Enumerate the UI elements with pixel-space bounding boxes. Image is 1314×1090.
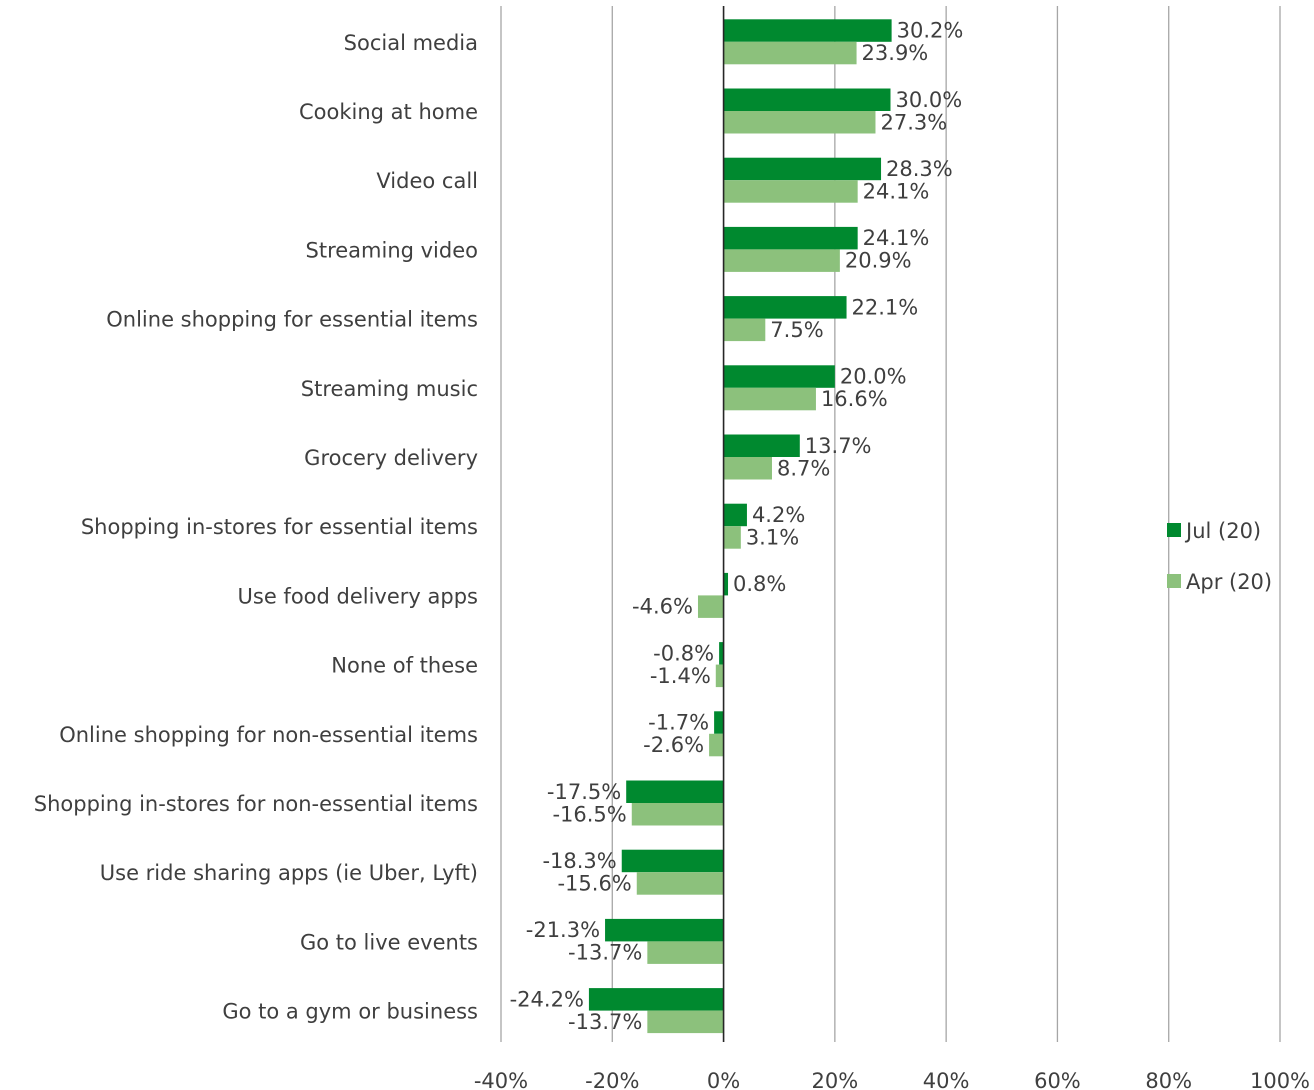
x-tick-label: 100% bbox=[1250, 1069, 1310, 1090]
data-label: -1.4% bbox=[650, 664, 711, 688]
x-tick-label: 20% bbox=[812, 1069, 859, 1090]
data-labels: 30.2%23.9%30.0%27.3%28.3%24.1%24.1%20.9%… bbox=[510, 19, 964, 1034]
data-label: 3.1% bbox=[746, 525, 799, 549]
data-label: 24.1% bbox=[863, 179, 930, 203]
x-tick-label: 0% bbox=[707, 1069, 740, 1090]
data-label: -1.7% bbox=[648, 711, 709, 735]
data-label: -18.3% bbox=[542, 849, 616, 873]
bar-apr bbox=[697, 595, 724, 618]
data-label: 30.2% bbox=[897, 19, 964, 43]
x-tick-label: 60% bbox=[1034, 1069, 1081, 1090]
data-label: 22.1% bbox=[852, 295, 919, 319]
data-label: 23.9% bbox=[862, 41, 929, 65]
data-label: -16.5% bbox=[552, 802, 626, 826]
category-label: Use ride sharing apps (ie Uber, Lyft) bbox=[100, 861, 478, 885]
x-tick-label: 40% bbox=[923, 1069, 970, 1090]
data-label: 7.5% bbox=[770, 318, 823, 342]
bar-jul bbox=[626, 780, 724, 803]
bar-apr bbox=[647, 941, 724, 964]
data-label: 13.7% bbox=[805, 434, 872, 458]
category-label: Go to a gym or business bbox=[222, 1000, 478, 1024]
category-label: Cooking at home bbox=[299, 100, 478, 124]
category-label: Streaming music bbox=[301, 377, 478, 401]
bar-jul bbox=[723, 503, 747, 527]
category-label: None of these bbox=[331, 654, 478, 678]
bar-apr bbox=[723, 387, 816, 411]
category-label: Online shopping for non-essential items bbox=[59, 723, 478, 747]
data-label: -21.3% bbox=[526, 918, 600, 942]
bar-jul bbox=[719, 642, 724, 665]
data-label: 24.1% bbox=[863, 226, 930, 250]
bar-apr bbox=[723, 318, 766, 342]
category-label: Go to live events bbox=[300, 930, 478, 954]
legend: Jul (20) Apr (20) bbox=[1167, 519, 1272, 594]
bar-jul bbox=[621, 849, 724, 873]
category-label: Shopping in-stores for essential items bbox=[81, 515, 478, 539]
x-tick-label: -20% bbox=[585, 1069, 639, 1090]
category-label: Online shopping for essential items bbox=[106, 308, 478, 332]
bar-jul bbox=[723, 226, 858, 250]
data-label: -24.2% bbox=[510, 987, 584, 1011]
bar-apr bbox=[723, 526, 741, 549]
x-tick-label: 80% bbox=[1145, 1069, 1192, 1090]
legend-swatch bbox=[1167, 523, 1181, 537]
data-label: 20.9% bbox=[845, 249, 912, 273]
category-labels: Social media Cooking at home Video call Str… bbox=[34, 31, 478, 1024]
bar-apr bbox=[723, 249, 840, 272]
bar-jul bbox=[723, 296, 847, 319]
data-label: 28.3% bbox=[886, 157, 953, 181]
legend-label: Jul (20) bbox=[1184, 519, 1261, 543]
bar-jul bbox=[723, 365, 835, 388]
bar-jul bbox=[723, 572, 729, 596]
bar-jul bbox=[723, 157, 882, 181]
bar-apr bbox=[709, 733, 724, 757]
category-label: Streaming video bbox=[306, 238, 479, 262]
category-label: Use food delivery apps bbox=[238, 584, 478, 608]
bar-jul bbox=[723, 434, 800, 457]
category-label: Shopping in-stores for non-essential ite… bbox=[34, 792, 478, 816]
bar-jul bbox=[605, 918, 724, 942]
category-label: Grocery delivery bbox=[304, 446, 478, 470]
x-axis-tick-labels: -40% -20% 0% 20% 40% 60% 80% 100% bbox=[474, 1069, 1310, 1090]
data-label: -15.6% bbox=[557, 871, 631, 895]
data-label: -4.6% bbox=[632, 595, 693, 619]
bar-apr bbox=[636, 872, 724, 895]
category-label: Social media bbox=[344, 31, 478, 55]
data-label: 4.2% bbox=[752, 503, 805, 527]
bar-jul bbox=[723, 19, 892, 42]
data-label: -13.7% bbox=[568, 1010, 642, 1034]
data-label: -2.6% bbox=[643, 733, 704, 757]
data-label: 20.0% bbox=[840, 365, 907, 389]
category-label: Video call bbox=[376, 169, 478, 193]
bar-apr bbox=[647, 1010, 724, 1034]
bar-apr bbox=[723, 41, 857, 65]
bars bbox=[588, 6, 892, 1042]
data-label: -17.5% bbox=[547, 780, 621, 804]
bar-apr bbox=[715, 664, 724, 688]
data-label: -13.7% bbox=[568, 941, 642, 965]
bar-apr bbox=[631, 803, 724, 826]
bar-jul bbox=[588, 988, 724, 1011]
data-label: 0.8% bbox=[733, 572, 786, 596]
bar-jul bbox=[714, 711, 724, 734]
data-label: 27.3% bbox=[880, 110, 947, 134]
legend-swatch bbox=[1167, 574, 1181, 588]
data-label: -0.8% bbox=[653, 641, 714, 665]
bar-apr bbox=[723, 457, 772, 480]
x-tick-label: -40% bbox=[474, 1069, 528, 1090]
bar-apr bbox=[723, 180, 858, 203]
bar-apr bbox=[723, 111, 876, 134]
legend-label: Apr (20) bbox=[1186, 570, 1272, 594]
data-label: 30.0% bbox=[896, 88, 963, 112]
bar-jul bbox=[723, 88, 891, 111]
data-label: 16.6% bbox=[821, 387, 888, 411]
data-label: 8.7% bbox=[777, 456, 830, 480]
